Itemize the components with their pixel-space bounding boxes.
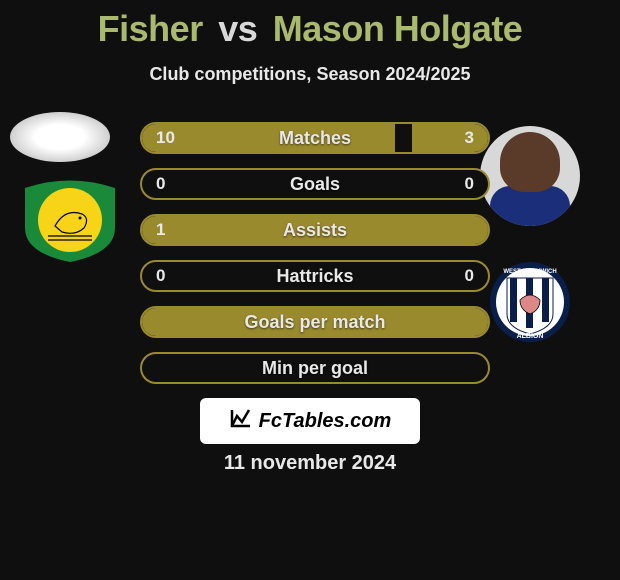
stat-value-right: 0 xyxy=(451,170,488,198)
stat-label: Min per goal xyxy=(142,354,488,382)
stat-row: Goals per match xyxy=(140,306,490,338)
fctables-logo-icon xyxy=(229,406,253,436)
stat-value-left: 0 xyxy=(142,262,179,290)
stat-value-right: 3 xyxy=(451,124,488,152)
stat-label: Goals xyxy=(142,170,488,198)
stat-label: Assists xyxy=(142,216,488,244)
vs-separator: vs xyxy=(218,8,257,49)
player-2-avatar xyxy=(480,126,580,226)
player-1-name: Fisher xyxy=(98,8,203,49)
stat-label: Hattricks xyxy=(142,262,488,290)
player-1-club-crest xyxy=(20,178,120,262)
stat-row: Goals0 0 xyxy=(140,168,490,200)
comparison-title: Fisher vs Mason Holgate xyxy=(0,0,620,50)
svg-text:ALBION: ALBION xyxy=(517,333,544,340)
stat-row: Assists1 xyxy=(140,214,490,246)
player-2-club-crest: WEST BROMWICH ALBION xyxy=(480,260,580,344)
stat-row: Min per goal xyxy=(140,352,490,384)
stat-label: Goals per match xyxy=(142,308,488,336)
player-1-avatar xyxy=(10,112,110,162)
stat-label: Matches xyxy=(142,124,488,152)
stat-value-left: 0 xyxy=(142,170,179,198)
stat-value-left: 1 xyxy=(142,216,179,244)
snapshot-date: 11 november 2024 xyxy=(0,452,620,475)
stat-value-left: 10 xyxy=(142,124,189,152)
svg-text:WEST BROMWICH: WEST BROMWICH xyxy=(503,269,556,275)
source-badge: FcTables.com xyxy=(200,398,420,444)
stat-row: Matches10 3 xyxy=(140,122,490,154)
stat-bars: Matches103Goals00Assists1Hattricks00Goal… xyxy=(140,122,490,398)
source-site-name: FcTables.com xyxy=(259,410,392,433)
stat-value-right: 0 xyxy=(451,262,488,290)
stat-row: Hattricks0 0 xyxy=(140,260,490,292)
player-2-name: Mason Holgate xyxy=(273,8,523,49)
comparison-subtitle: Club competitions, Season 2024/2025 xyxy=(0,64,620,85)
